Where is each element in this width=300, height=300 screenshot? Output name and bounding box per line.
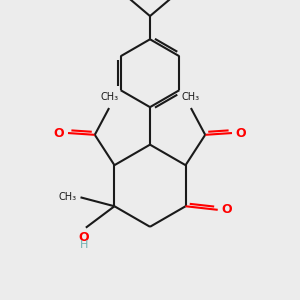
Text: CH₃: CH₃ <box>59 192 77 202</box>
Text: O: O <box>236 127 246 140</box>
Text: O: O <box>221 203 232 216</box>
Text: O: O <box>54 127 64 140</box>
Text: CH₃: CH₃ <box>100 92 118 102</box>
Text: CH₃: CH₃ <box>182 92 200 102</box>
Text: H: H <box>80 240 88 250</box>
Text: O: O <box>79 230 89 244</box>
